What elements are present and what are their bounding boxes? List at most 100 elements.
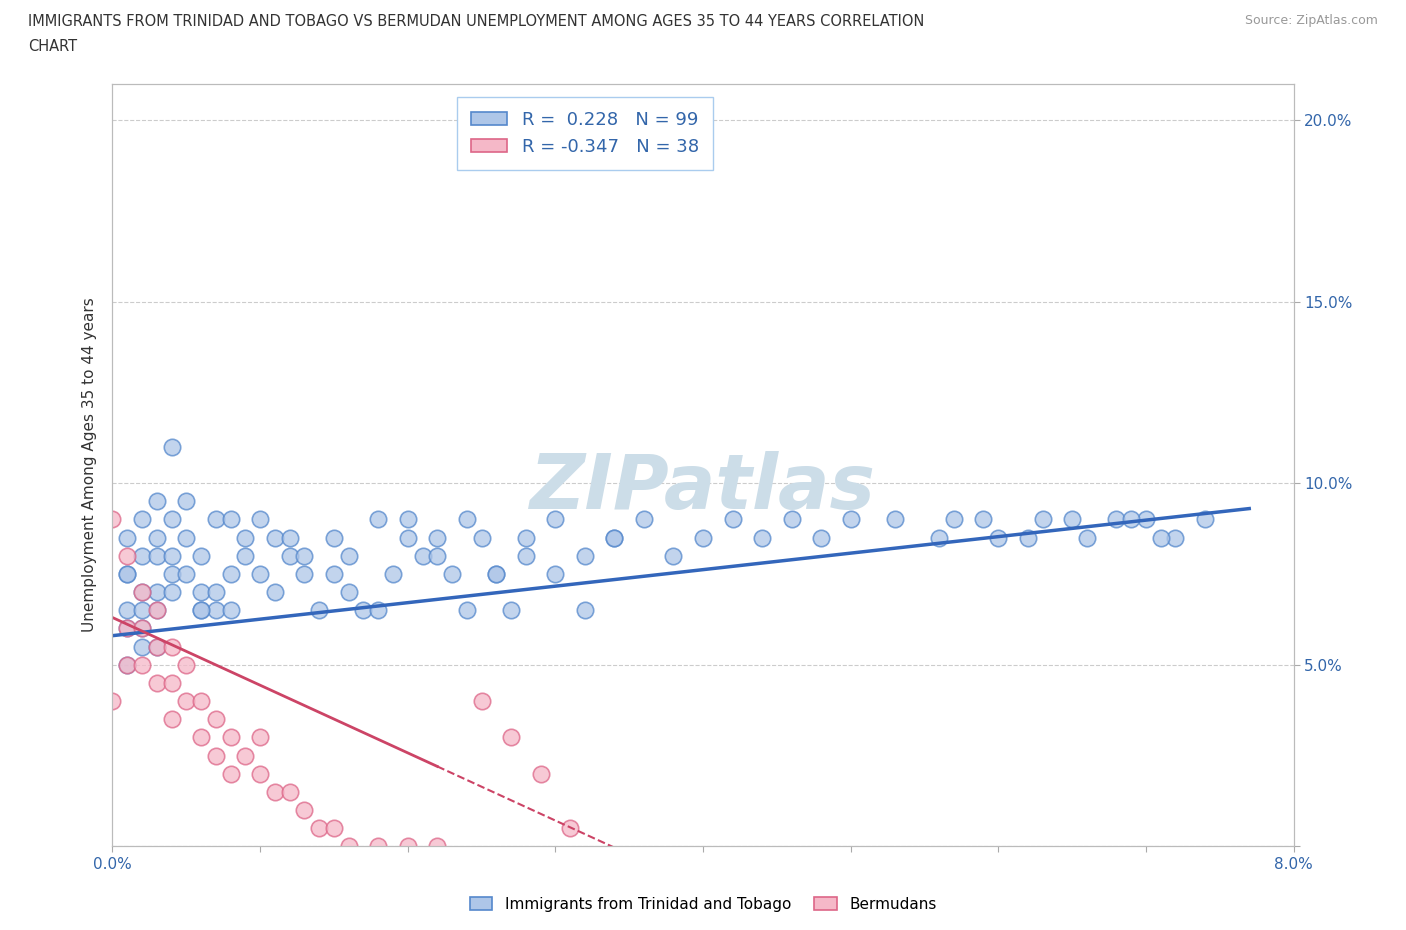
Point <box>233 530 256 545</box>
Point <box>942 512 965 527</box>
Point <box>117 621 138 636</box>
Point <box>337 549 360 564</box>
Point <box>292 566 315 581</box>
Point <box>131 621 153 636</box>
Point <box>515 530 537 545</box>
Point <box>441 566 464 581</box>
Point <box>249 566 271 581</box>
Point <box>292 549 315 564</box>
Point <box>662 549 685 564</box>
Point <box>190 694 212 709</box>
Point <box>292 803 315 817</box>
Point <box>574 549 596 564</box>
Point <box>515 549 537 564</box>
Point <box>160 585 183 600</box>
Point <box>692 530 714 545</box>
Point <box>249 512 271 527</box>
Point <box>382 566 405 581</box>
Point <box>471 530 494 545</box>
Point <box>190 585 212 600</box>
Point <box>160 439 183 454</box>
Point <box>323 566 346 581</box>
Point <box>560 820 582 835</box>
Point <box>190 730 212 745</box>
Point <box>1032 512 1054 527</box>
Point <box>574 603 596 618</box>
Point <box>501 730 523 745</box>
Point <box>396 839 419 854</box>
Point <box>308 820 330 835</box>
Point <box>367 603 389 618</box>
Point <box>174 694 197 709</box>
Point <box>233 549 256 564</box>
Point <box>219 730 242 745</box>
Point <box>101 694 124 709</box>
Point <box>219 512 242 527</box>
Point <box>117 658 138 672</box>
Point <box>205 512 228 527</box>
Point <box>131 585 153 600</box>
Point <box>323 820 346 835</box>
Point <box>160 566 183 581</box>
Legend: Immigrants from Trinidad and Tobago, Bermudans: Immigrants from Trinidad and Tobago, Ber… <box>464 890 942 918</box>
Point <box>485 566 508 581</box>
Point <box>308 603 330 618</box>
Point <box>1150 530 1173 545</box>
Point <box>544 566 567 581</box>
Point <box>131 639 153 654</box>
Point <box>174 494 197 509</box>
Point <box>412 549 434 564</box>
Point <box>146 603 169 618</box>
Text: CHART: CHART <box>28 39 77 54</box>
Point <box>603 530 626 545</box>
Point <box>101 512 124 527</box>
Point <box>323 530 346 545</box>
Point <box>367 839 389 854</box>
Point <box>973 512 995 527</box>
Point <box>131 621 153 636</box>
Point <box>1017 530 1039 545</box>
Point <box>337 839 360 854</box>
Text: Source: ZipAtlas.com: Source: ZipAtlas.com <box>1244 14 1378 27</box>
Point <box>471 694 494 709</box>
Y-axis label: Unemployment Among Ages 35 to 44 years: Unemployment Among Ages 35 to 44 years <box>82 298 97 632</box>
Point <box>337 585 360 600</box>
Point <box>471 149 494 164</box>
Point <box>544 512 567 527</box>
Point <box>1164 530 1187 545</box>
Point <box>205 603 228 618</box>
Point <box>174 566 197 581</box>
Point <box>396 512 419 527</box>
Point <box>117 549 138 564</box>
Point <box>1076 530 1098 545</box>
Point <box>501 603 523 618</box>
Point <box>219 566 242 581</box>
Point <box>751 530 773 545</box>
Point <box>633 512 655 527</box>
Point <box>190 603 212 618</box>
Point <box>160 675 183 690</box>
Point <box>884 512 907 527</box>
Point <box>117 566 138 581</box>
Point <box>367 512 389 527</box>
Point <box>1105 512 1128 527</box>
Point <box>219 766 242 781</box>
Point <box>174 530 197 545</box>
Point <box>146 603 169 618</box>
Point <box>146 549 169 564</box>
Point <box>174 658 197 672</box>
Point <box>131 658 153 672</box>
Point <box>780 512 803 527</box>
Point <box>160 512 183 527</box>
Point <box>219 603 242 618</box>
Point <box>190 549 212 564</box>
Point <box>146 675 169 690</box>
Point <box>721 512 744 527</box>
Point <box>117 603 138 618</box>
Point <box>117 566 138 581</box>
Point <box>456 603 478 618</box>
Point <box>131 603 153 618</box>
Point <box>117 530 138 545</box>
Point <box>205 711 228 726</box>
Point <box>987 530 1010 545</box>
